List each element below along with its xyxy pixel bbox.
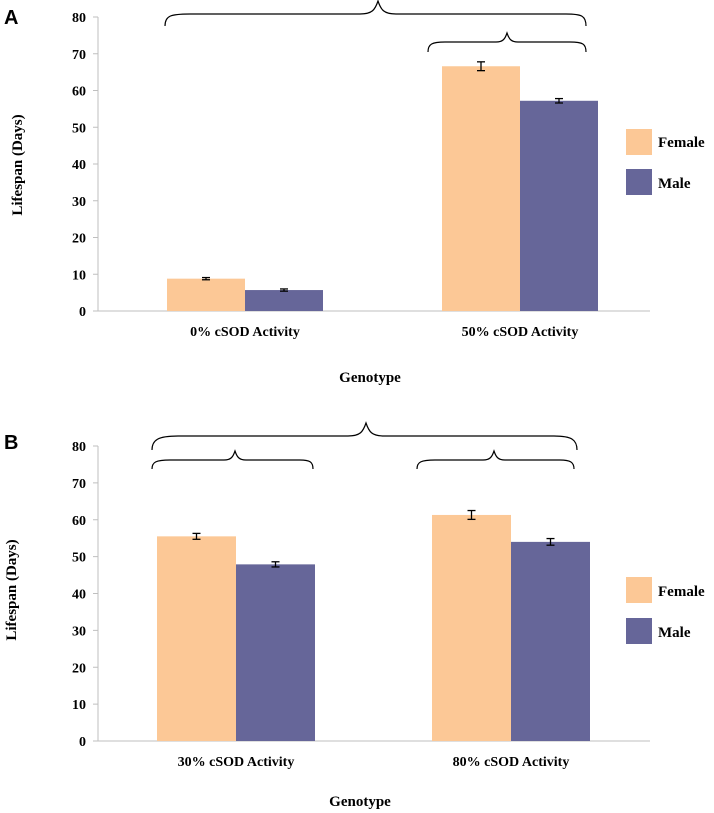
y-tick-label: 70 bbox=[72, 48, 86, 63]
significance-brace-inner-a bbox=[427, 31, 587, 53]
legend-swatch-female-a bbox=[626, 129, 652, 155]
y-tick-label: 30 bbox=[72, 624, 86, 639]
y-tick-label: 20 bbox=[72, 232, 86, 247]
category-label: 50% cSOD Activity bbox=[462, 325, 579, 340]
y-tick-label: 50 bbox=[72, 551, 86, 566]
chart-panel-a: A Lifespan (Days) Genotype 0 10 20 30 40 50 60… bbox=[4, 0, 705, 386]
y-tick-label: 80 bbox=[72, 11, 86, 26]
y-tick-label: 0 bbox=[79, 305, 86, 320]
y-tick-label: 10 bbox=[72, 698, 86, 713]
y-tick-label: 30 bbox=[72, 195, 86, 210]
significance-brace-left-b bbox=[151, 449, 314, 470]
category-label: 80% cSOD Activity bbox=[453, 755, 570, 770]
y-axis-title-b: Lifespan (Days) bbox=[4, 539, 20, 640]
legend-a: Female Male bbox=[626, 129, 705, 195]
y-ticks-a: 0 10 20 30 40 50 60 70 80 bbox=[72, 11, 98, 320]
category-label: 0% cSOD Activity bbox=[190, 325, 300, 340]
bar-female-b1 bbox=[157, 536, 236, 741]
error-bar-male-b1 bbox=[271, 561, 280, 568]
legend-label-female-b: Female bbox=[658, 584, 705, 600]
bar-female-b2 bbox=[432, 514, 511, 741]
significance-brace-outer-a bbox=[164, 0, 587, 27]
bar-male-b2 bbox=[511, 541, 590, 741]
y-tick-label: 40 bbox=[72, 588, 86, 603]
category-label: 30% cSOD Activity bbox=[178, 755, 295, 770]
error-bar-male-b2 bbox=[546, 537, 555, 546]
chart-panel-b: B Lifespan (Days) Genotype 0 10 20 30 40 50 60… bbox=[4, 421, 705, 810]
panel-label-b: B bbox=[4, 432, 18, 454]
legend-label-male-b: Male bbox=[658, 625, 691, 641]
y-tick-label: 40 bbox=[72, 158, 86, 173]
error-bar-female-b2 bbox=[467, 509, 476, 521]
y-axis-title-a: Lifespan (Days) bbox=[10, 114, 26, 215]
x-axis-title-b: Genotype bbox=[329, 794, 391, 810]
legend-swatch-female-b bbox=[626, 577, 652, 603]
y-tick-label: 80 bbox=[72, 440, 86, 455]
y-tick-label: 60 bbox=[72, 85, 86, 100]
error-bars-a bbox=[202, 61, 563, 292]
error-bar-male-a1 bbox=[280, 288, 288, 292]
legend-b: Female Male bbox=[626, 577, 705, 644]
y-tick-label: 70 bbox=[72, 477, 86, 492]
bar-male-b1 bbox=[236, 564, 315, 741]
legend-label-male-a: Male bbox=[658, 176, 691, 192]
error-bars-b bbox=[192, 509, 555, 568]
error-bar-male-a2 bbox=[555, 97, 563, 104]
y-tick-label: 0 bbox=[79, 735, 86, 750]
y-ticks-b: 0 10 20 30 40 50 60 70 80 bbox=[72, 440, 98, 750]
legend-swatch-male-b bbox=[626, 618, 652, 644]
y-tick-label: 50 bbox=[72, 121, 86, 136]
y-tick-label: 10 bbox=[72, 268, 86, 283]
bars-b bbox=[157, 514, 590, 741]
y-tick-label: 60 bbox=[72, 514, 86, 529]
legend-swatch-male-a bbox=[626, 169, 652, 195]
error-bar-female-a1 bbox=[202, 276, 210, 281]
bar-female-a2 bbox=[442, 66, 520, 312]
x-axis-title-a: Genotype bbox=[339, 370, 401, 386]
y-tick-label: 20 bbox=[72, 661, 86, 676]
category-labels-b: 30% cSOD Activity 80% cSOD Activity bbox=[178, 755, 570, 770]
bars-a bbox=[167, 66, 598, 312]
bar-male-a1 bbox=[245, 290, 323, 311]
category-labels-a: 0% cSOD Activity 50% cSOD Activity bbox=[190, 325, 578, 340]
panel-label-a: A bbox=[4, 7, 18, 29]
significance-brace-outer-b bbox=[151, 421, 578, 451]
error-bar-female-a2 bbox=[477, 61, 485, 72]
bar-male-a2 bbox=[520, 100, 598, 311]
significance-brace-right-b bbox=[416, 449, 575, 470]
legend-label-female-a: Female bbox=[658, 135, 705, 151]
error-bar-female-b1 bbox=[192, 532, 201, 540]
bar-female-a1 bbox=[167, 278, 245, 311]
